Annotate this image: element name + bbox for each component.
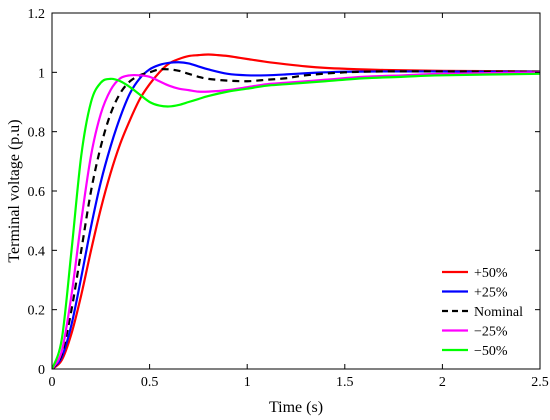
x-axis-title: Time (s) bbox=[269, 399, 323, 416]
x-tick-label: 2.5 bbox=[531, 375, 549, 390]
series-line-0 bbox=[52, 53, 540, 369]
y-tick-label: 0.4 bbox=[28, 244, 46, 259]
y-tick-label: 0 bbox=[38, 363, 45, 378]
series-line-4 bbox=[52, 72, 540, 369]
y-tick-label: 0.2 bbox=[28, 304, 46, 319]
x-tick-label: 0.5 bbox=[141, 375, 159, 390]
legend-label-0: +50% bbox=[474, 266, 508, 281]
y-tick-label: 1 bbox=[38, 66, 45, 81]
legend-label-4: −50% bbox=[474, 344, 508, 359]
series-line-1 bbox=[52, 61, 540, 369]
series-line-3 bbox=[52, 71, 540, 369]
legend-label-1: +25% bbox=[474, 286, 508, 301]
x-tick-label: 0 bbox=[49, 375, 56, 390]
legend-label-2: Nominal bbox=[474, 305, 523, 320]
series-line-2 bbox=[52, 67, 540, 369]
axis-ticks: 0 0.5 1 1.5 2 2.5 0 0.2 0.4 0.6 0.8 1 1.2 bbox=[28, 7, 549, 390]
plot-area bbox=[52, 53, 540, 369]
y-axis-title: Terminal voltage (p.u) bbox=[6, 119, 23, 262]
y-tick-label: 1.2 bbox=[28, 7, 46, 22]
x-tick-label: 2 bbox=[439, 375, 446, 390]
legend-label-3: −25% bbox=[474, 325, 508, 340]
legend: +50% +25% Nominal −25% −50% bbox=[442, 266, 523, 359]
y-tick-label: 0.8 bbox=[28, 126, 46, 141]
y-tick-label: 0.6 bbox=[28, 185, 46, 200]
x-tick-label: 1.5 bbox=[336, 375, 354, 390]
x-tick-label: 1 bbox=[244, 375, 251, 390]
